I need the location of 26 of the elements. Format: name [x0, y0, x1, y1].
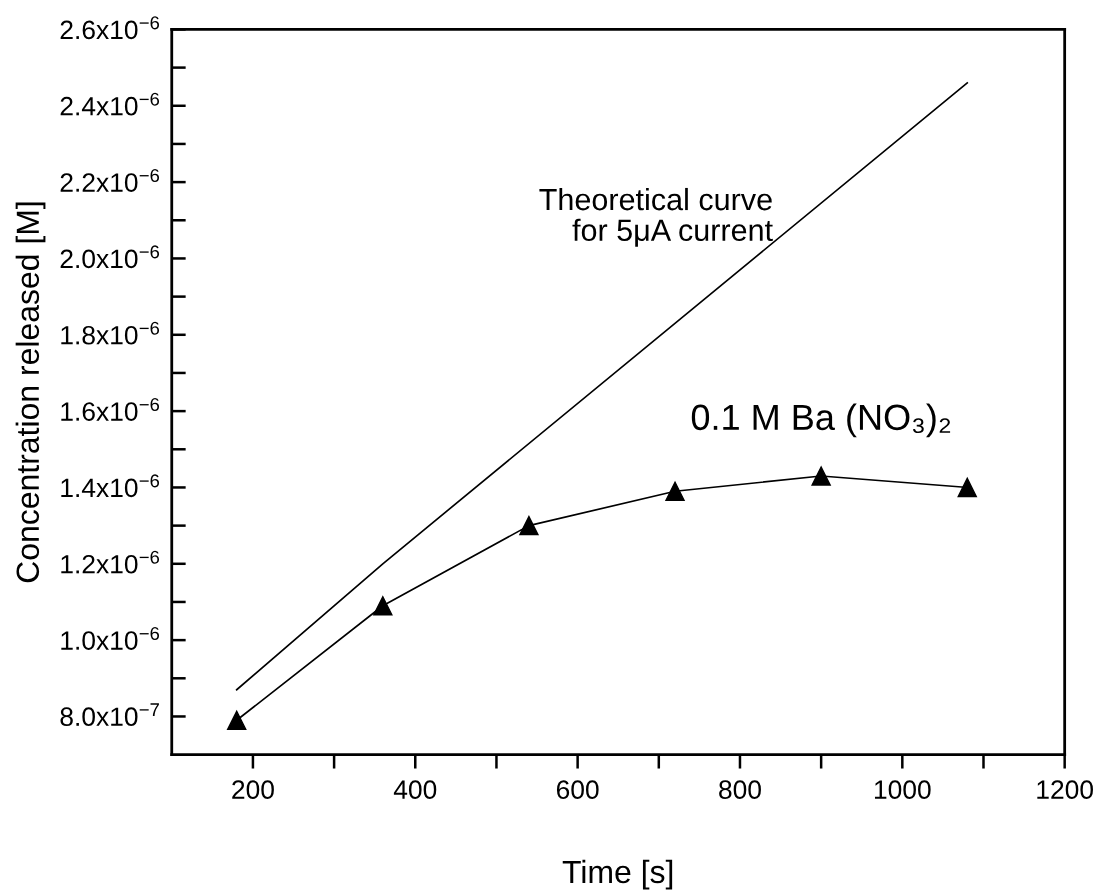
y-tick-label: 1.0x10$^{−6}$ — [61, 626, 160, 650]
x-axis-title: Time [s] — [562, 859, 673, 890]
x-tick-label: 800 — [719, 780, 761, 800]
series-label: Theoretical curve for 5μA current — [539, 187, 773, 247]
y-tick-label: 8.0x10$^{−7}$ — [60, 703, 159, 727]
x-tick-label: 1000 — [874, 780, 931, 800]
y-tick-label: 1.2x10$^{−6}$ — [61, 550, 160, 574]
x-tick-label: 200 — [232, 780, 274, 800]
series-label: 0.1 M Ba (NO₃)₂ — [691, 403, 951, 438]
x-tick-label: 400 — [393, 780, 437, 800]
x-tick-label: 600 — [556, 780, 599, 800]
point — [373, 596, 393, 616]
y-tick-label: 2.0x10$^{−6}$ — [60, 245, 160, 269]
y-tick-label: 2.6x10$^{−6}$ — [60, 16, 160, 40]
y-tick-label: 1.4x10$^{−6}$ — [61, 474, 160, 498]
x-tick-label: 1200 — [1037, 780, 1093, 800]
point — [811, 466, 831, 486]
y-tick-label: 1.8x10$^{−6}$ — [61, 321, 160, 345]
y-tick-label: 2.4x10$^{−6}$ — [60, 92, 160, 116]
point — [519, 515, 539, 536]
y-axis-title: Concentration released [M] — [15, 202, 46, 583]
point — [665, 481, 685, 501]
y-tick-label: 1.6x10$^{−6}$ — [61, 397, 160, 421]
point — [957, 477, 977, 498]
y-tick-label: 2.2x10$^{−6}$ — [60, 168, 160, 192]
point — [226, 710, 247, 731]
